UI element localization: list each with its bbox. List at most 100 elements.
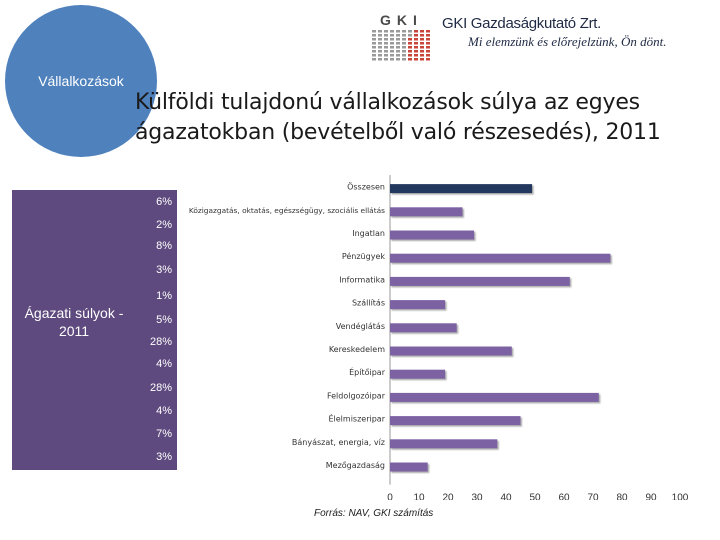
logo-grid-cell: [378, 38, 382, 41]
logo-grid-cell: [420, 42, 424, 45]
logo-grid-cell: [420, 58, 424, 61]
logo-grid-cell: [378, 50, 382, 53]
weight-2: 2%: [156, 219, 172, 231]
logo-grid-cell: [384, 54, 388, 57]
logo-grid-cell: [426, 54, 430, 57]
logo-grid-cell: [402, 54, 406, 57]
logo-grid-cell: [402, 34, 406, 37]
logo-grid-cell: [372, 30, 376, 33]
logo-grid-cell: [420, 34, 424, 37]
logo-grid-cell: [426, 58, 430, 61]
logo-grid-cell: [372, 54, 376, 57]
section-circle-label: Vállalkozások: [38, 73, 124, 89]
bar: [390, 439, 498, 449]
logo-grid-cell: [426, 38, 430, 41]
logo-grid-cell: [378, 58, 382, 61]
logo-grid-cell: [408, 30, 412, 33]
logo-grid-cell: [396, 50, 400, 53]
bar: [390, 416, 521, 426]
logo-grid-cell: [390, 34, 394, 37]
gki-logo: GKI GKI Gazdaságkutató Zrt. Mi elemzünk …: [370, 4, 710, 62]
x-tick-label: 90: [645, 493, 657, 500]
logo-grid-cell: [378, 46, 382, 49]
x-tick-label: 40: [500, 493, 512, 500]
logo-grid-cell: [384, 42, 388, 45]
logo-grid-cell: [414, 38, 418, 41]
bar: [390, 276, 570, 286]
x-tick-label: 20: [442, 493, 454, 500]
logo-grid-cell: [396, 38, 400, 41]
logo-grid-cell: [426, 30, 430, 33]
logo-grid-cell: [384, 58, 388, 61]
category-label: Pénzügyek: [342, 251, 386, 261]
x-tick-label: 70: [587, 493, 599, 500]
bar: [390, 392, 599, 402]
category-label: Élelmiszeripar: [328, 413, 385, 424]
weight-8: 4%: [156, 358, 172, 370]
bar: [390, 462, 428, 472]
company-name: GKI Gazdaságkutató Zrt.: [442, 15, 602, 32]
logo-grid-cell: [372, 50, 376, 53]
logo-grid-cell: [420, 50, 424, 53]
logo-grid-cell: [390, 58, 394, 61]
category-label: Ingatlan: [352, 229, 385, 238]
logo-grid-cell: [390, 46, 394, 49]
logo-grid-cell: [384, 34, 388, 37]
logo-mark-text: GKI: [380, 12, 423, 28]
category-label: Mezőgazdaság: [326, 461, 385, 470]
bar: [390, 207, 463, 217]
logo-grid-cell: [420, 30, 424, 33]
gki-logo-mark: GKI: [372, 12, 430, 61]
logo-grid-cell: [384, 38, 388, 41]
logo-grid-cell: [372, 34, 376, 37]
logo-grid-cell: [378, 34, 382, 37]
bar: [390, 230, 475, 240]
x-tick-label: 0: [387, 493, 393, 500]
logo-grid-cell: [396, 34, 400, 37]
logo-grid-cell: [378, 54, 382, 57]
logo-grid-cell: [372, 46, 376, 49]
logo-grid-cell: [408, 46, 412, 49]
x-tick-label: 80: [616, 493, 628, 500]
x-tick-label: 50: [529, 493, 541, 500]
category-label: Bányászat, energia, víz: [292, 438, 385, 447]
weight-4: 3%: [156, 264, 172, 276]
logo-grid-cell: [414, 58, 418, 61]
weight-11: 7%: [156, 428, 172, 440]
logo-grid-cell: [372, 38, 376, 41]
section-circle: Vállalkozások: [5, 5, 157, 157]
bar: [390, 323, 457, 333]
logo-grid-cell: [396, 42, 400, 45]
category-label: Feldolgozóipar: [327, 390, 386, 400]
bar: [390, 300, 446, 310]
category-label: Összesen: [347, 182, 385, 192]
weights-panel-label: Ágazati súlyok - 2011: [24, 305, 124, 339]
slide-title: Külföldi tulajdonú vállalkozások súlya a…: [135, 88, 720, 148]
logo-grid-cell: [396, 30, 400, 33]
logo-grid-cell: [408, 38, 412, 41]
bar: [390, 369, 446, 379]
category-label: Szállítás: [352, 299, 385, 308]
x-tick-label: 30: [471, 493, 483, 500]
bar: [390, 184, 533, 194]
logo-grid-cell: [402, 50, 406, 53]
x-tick-label: 100: [672, 493, 689, 500]
x-tick-label: 10: [413, 493, 425, 500]
weight-7: 28%: [149, 336, 172, 348]
logo-grid-cell: [390, 38, 394, 41]
x-tick-label: 60: [558, 493, 570, 500]
logo-grid-cell: [420, 38, 424, 41]
logo-grid-cell: [372, 58, 376, 61]
logo-grid-cell: [414, 34, 418, 37]
logo-grid-cell: [408, 34, 412, 37]
logo-grid-cell: [390, 50, 394, 53]
bar: [390, 346, 512, 356]
logo-grid-cell: [402, 58, 406, 61]
weight-1: 6%: [156, 196, 172, 208]
logo-grid-cell: [396, 54, 400, 57]
logo-grid-cell: [390, 30, 394, 33]
logo-grid-cell: [420, 54, 424, 57]
logo-grid-cell: [402, 46, 406, 49]
slide-title-line-2: ágazatokban (bevételből való részesedés)…: [135, 120, 661, 145]
logo-grid-cell: [420, 46, 424, 49]
